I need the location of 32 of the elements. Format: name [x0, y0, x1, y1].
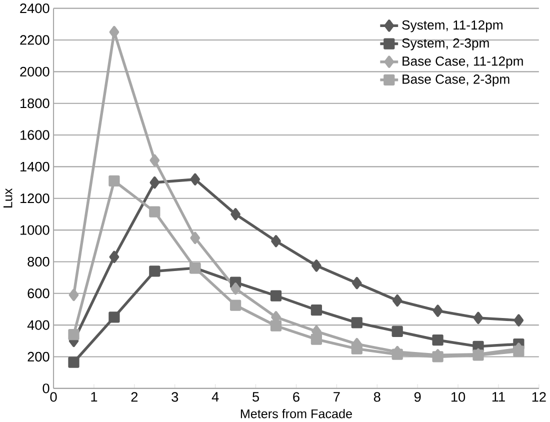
y-tick-label: 400	[27, 320, 50, 330]
y-tick-label: 1200	[20, 194, 50, 204]
y-tick-label: 0	[42, 384, 50, 394]
legend-label: Base Case, 2-3pm	[402, 74, 510, 87]
x-tick-label: 7	[334, 392, 340, 402]
x-tick-label: 5	[252, 392, 259, 402]
x-tick-label: 3	[172, 392, 178, 402]
y-tick-label: 2000	[20, 66, 50, 77]
legend-label: Base Case, 11-12pm	[402, 56, 523, 68]
y-tick-label: 1800	[20, 98, 50, 108]
y-axis-title: Lux	[4, 188, 12, 208]
x-tick-label: 9	[414, 392, 421, 402]
y-tick-label: 1000	[20, 225, 50, 236]
x-tick-label: 2	[131, 392, 138, 402]
x-tick-label: 10	[451, 392, 466, 402]
x-tick-label: 1	[91, 392, 98, 402]
x-tick-label: 0	[50, 392, 57, 402]
x-tick-label: 11	[492, 392, 505, 402]
y-tick-label: 2200	[20, 35, 50, 45]
x-tick-label: 8	[374, 392, 380, 402]
x-tick-label: 6	[293, 392, 300, 402]
y-tick-label: 1400	[20, 162, 50, 172]
x-axis-title: Meters from Facade	[240, 409, 352, 418]
y-tick-label: 200	[28, 352, 50, 362]
x-tick-label: 12	[532, 392, 546, 402]
y-tick-label: 600	[28, 288, 50, 298]
legend-label: System, 2-3pm	[402, 38, 489, 50]
y-tick-label: 1600	[20, 130, 50, 140]
y-tick-label: 800	[28, 257, 50, 267]
y-tick-label: 2400	[20, 4, 50, 14]
x-tick-label: 4	[212, 392, 219, 402]
legend-label: System, 11-12pm	[402, 20, 502, 32]
